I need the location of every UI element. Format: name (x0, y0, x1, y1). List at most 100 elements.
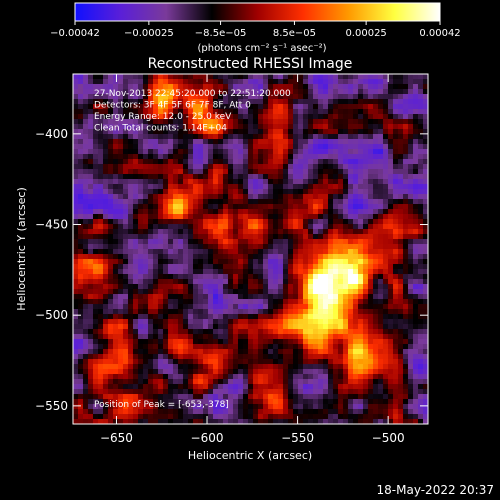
heatmap-cell (353, 109, 358, 114)
heatmap-cell (108, 79, 113, 84)
heatmap-cell (323, 314, 328, 319)
heatmap-cell (113, 254, 118, 259)
heatmap-cell (378, 134, 383, 139)
heatmap-cell (193, 164, 198, 169)
heatmap-cell (373, 79, 378, 84)
heatmap-cell (393, 74, 398, 79)
heatmap-cell (293, 389, 298, 394)
heatmap-cell (348, 159, 353, 164)
heatmap-cell (218, 164, 223, 169)
heatmap-cell (178, 404, 183, 409)
heatmap-cell (268, 404, 273, 409)
heatmap-cell (158, 299, 163, 304)
heatmap-cell (173, 114, 178, 119)
heatmap-cell (418, 269, 423, 274)
heatmap-cell (388, 174, 393, 179)
heatmap-cell (393, 79, 398, 84)
heatmap-cell (313, 124, 318, 129)
heatmap-cell (213, 374, 218, 379)
heatmap-cell (168, 184, 173, 189)
heatmap-cell (88, 224, 93, 229)
heatmap-cell (233, 344, 238, 349)
heatmap-cell (218, 129, 223, 134)
heatmap-cell (373, 339, 378, 344)
heatmap-cell (178, 319, 183, 324)
heatmap-cell (213, 239, 218, 244)
heatmap-cell (103, 129, 108, 134)
heatmap-cell (168, 244, 173, 249)
heatmap-cell (413, 224, 418, 229)
heatmap-cell (253, 199, 258, 204)
heatmap-cell (253, 384, 258, 389)
heatmap-cell (208, 254, 213, 259)
heatmap-cell (153, 359, 158, 364)
heatmap-cell (88, 249, 93, 254)
heatmap-cell (253, 94, 258, 99)
heatmap-cell (83, 354, 88, 359)
heatmap-cell (158, 284, 163, 289)
heatmap-cell (228, 304, 233, 309)
heatmap-cell (183, 339, 188, 344)
heatmap-cell (253, 294, 258, 299)
heatmap-cell (298, 154, 303, 159)
heatmap-cell (148, 414, 153, 419)
heatmap-cell (148, 339, 153, 344)
heatmap-cell (293, 414, 298, 419)
heatmap-cell (118, 219, 123, 224)
heatmap-cell (173, 334, 178, 339)
heatmap-cell (198, 104, 203, 109)
heatmap-cell (78, 324, 83, 329)
heatmap-cell (163, 89, 168, 94)
heatmap-cell (328, 154, 333, 159)
heatmap-cell (313, 74, 318, 79)
heatmap-cell (118, 94, 123, 99)
heatmap-cell (143, 234, 148, 239)
heatmap-cell (183, 99, 188, 104)
heatmap-cell (413, 149, 418, 154)
heatmap-cell (393, 359, 398, 364)
heatmap-cell (123, 199, 128, 204)
heatmap-cell (83, 229, 88, 234)
heatmap-cell (388, 239, 393, 244)
heatmap-cell (308, 149, 313, 154)
heatmap-cell (283, 214, 288, 219)
heatmap-cell (313, 409, 318, 414)
heatmap-cell (93, 314, 98, 319)
heatmap-cell (323, 154, 328, 159)
heatmap-cell (98, 304, 103, 309)
heatmap-cell (83, 129, 88, 134)
heatmap-cell (378, 239, 383, 244)
heatmap-cell (318, 149, 323, 154)
heatmap-cell (343, 344, 348, 349)
heatmap-cell (338, 289, 343, 294)
heatmap-cell (183, 269, 188, 274)
heatmap-cell (278, 349, 283, 354)
heatmap-cell (358, 314, 363, 319)
heatmap-cell (273, 254, 278, 259)
heatmap-cell (248, 104, 253, 109)
heatmap-cell (258, 359, 263, 364)
heatmap-cell (83, 214, 88, 219)
heatmap-cell (418, 229, 423, 234)
heatmap-cell (143, 219, 148, 224)
heatmap-cell (178, 99, 183, 104)
heatmap-cell (323, 204, 328, 209)
heatmap-cell (208, 239, 213, 244)
heatmap-cell (108, 209, 113, 214)
heatmap-cell (78, 279, 83, 284)
heatmap-cell (408, 279, 413, 284)
heatmap-cell (408, 394, 413, 399)
heatmap-cell (183, 379, 188, 384)
heatmap-cell (248, 164, 253, 169)
heatmap-cell (248, 324, 253, 329)
heatmap-cell (243, 109, 248, 114)
heatmap-cell (168, 289, 173, 294)
heatmap-cell (183, 289, 188, 294)
heatmap-cell (298, 109, 303, 114)
heatmap-cell (288, 219, 293, 224)
heatmap-cell (103, 334, 108, 339)
heatmap-cell (398, 159, 403, 164)
heatmap-cell (198, 134, 203, 139)
heatmap-cell (78, 394, 83, 399)
heatmap-cell (143, 119, 148, 124)
